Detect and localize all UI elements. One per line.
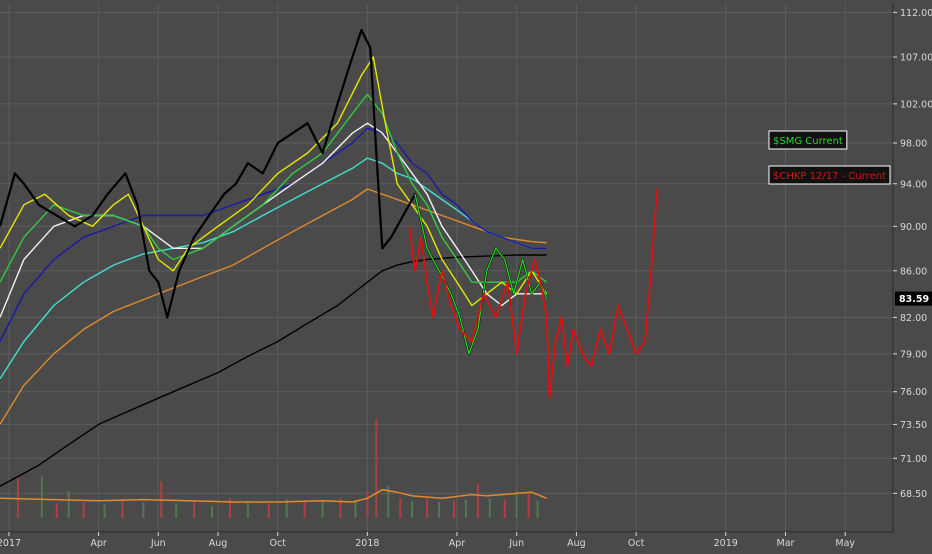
y-tick-label: 94.00	[900, 179, 927, 190]
volume-bar	[464, 499, 467, 518]
volume-bar	[40, 476, 43, 518]
volume-bar	[211, 505, 214, 518]
y-tick-label: 90.00	[900, 222, 927, 233]
volume-bar	[82, 502, 85, 518]
volume-bar	[426, 498, 429, 518]
axes: 112.00 107.00 102.00 98.00 94.00 90.00 86.00 82…	[0, 4, 932, 549]
volume-bar	[452, 500, 455, 518]
y-tick-label: 68.50	[900, 489, 927, 500]
legend-item: $SMG Current	[768, 130, 848, 150]
last-price-tag	[895, 291, 932, 306]
volume-bar	[503, 499, 506, 518]
series-layer	[0, 28, 658, 487]
x-tick-label: 2017	[0, 538, 21, 549]
volume-bar	[399, 498, 402, 518]
volume-bar	[488, 498, 491, 518]
volume-bar	[175, 503, 178, 518]
grid	[0, 4, 893, 532]
series-line-sma-yellow	[0, 56, 548, 307]
volume-bar	[193, 500, 196, 518]
series-line-sma-green	[0, 93, 548, 283]
volume-pane	[0, 419, 547, 518]
volume-bar	[375, 419, 378, 518]
volume-bar	[267, 503, 270, 518]
last-price-label: 83.59	[899, 294, 929, 305]
x-tick-label: Aug	[209, 538, 228, 549]
volume-bar	[354, 500, 357, 518]
legend: $SMG Current $CHKP 12/17 - Current	[768, 130, 891, 185]
series-line-sma-black	[0, 254, 547, 487]
volume-bar	[411, 500, 414, 518]
volume-bar	[228, 498, 231, 518]
x-tick-label: 2018	[355, 538, 379, 549]
volume-bar	[142, 502, 145, 518]
x-tick-label: Oct	[628, 538, 645, 549]
volume-bar	[246, 502, 249, 518]
volume-bar	[476, 483, 479, 518]
y-tick-label: 107.00	[900, 53, 932, 64]
volume-bar	[321, 500, 324, 518]
y-tick-label: 73.50	[900, 420, 927, 431]
x-tick-label: 2019	[714, 538, 738, 549]
volume-moving-average	[0, 488, 547, 503]
series-line-sma-blue	[0, 127, 547, 342]
volume-bar	[303, 502, 306, 518]
volume-bar	[339, 498, 342, 518]
volume-bar	[387, 486, 390, 518]
y-tick-label: 82.00	[900, 313, 927, 324]
volume-bar	[536, 500, 539, 518]
x-tick-label: May	[835, 538, 855, 549]
y-tick-label: 76.00	[900, 387, 927, 398]
volume-bar	[67, 490, 70, 518]
x-tick-label: Jun	[150, 538, 166, 549]
x-tick-label: Mar	[777, 538, 795, 549]
x-tick-label: Aug	[567, 538, 586, 549]
volume-bar	[121, 500, 124, 518]
y-tick-label: 71.00	[900, 454, 927, 465]
y-tick-label: 86.00	[900, 266, 927, 277]
volume-bar	[366, 490, 369, 518]
legend-label: $SMG Current	[773, 136, 843, 147]
volume-bar	[438, 502, 441, 518]
y-tick-label: 102.00	[900, 99, 932, 110]
series-line-comparison	[408, 188, 658, 400]
legend-box	[768, 130, 848, 150]
volume-bar	[515, 490, 518, 518]
legend-item: $CHKP 12/17 - Current	[768, 165, 891, 185]
volume-bar	[103, 504, 106, 518]
legend-label: $CHKP 12/17 - Current	[773, 171, 886, 182]
x-tick-label: Apr	[449, 538, 466, 549]
legend-box	[768, 165, 891, 185]
y-tick-label: 79.00	[900, 349, 927, 360]
volume-bar	[55, 503, 58, 518]
y-tick-label: 98.00	[900, 138, 927, 149]
x-tick-label: Apr	[90, 538, 107, 549]
volume-bar	[527, 493, 530, 518]
y-tick-label: 112.00	[900, 8, 932, 19]
x-tick-label: Oct	[270, 538, 287, 549]
series-line-sma-orange	[0, 188, 547, 425]
volume-bar	[285, 499, 288, 518]
x-tick-label: Jun	[508, 538, 524, 549]
